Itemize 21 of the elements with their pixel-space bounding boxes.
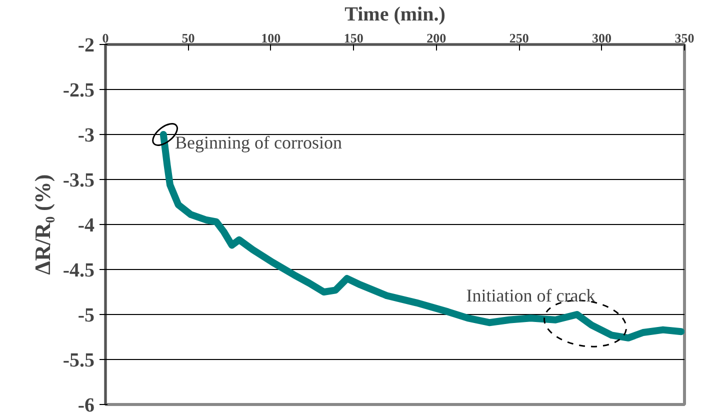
annotation: Initiation of crack: [466, 286, 596, 306]
y-tick-label: -4: [78, 214, 95, 236]
x-tick-label: 250: [509, 30, 529, 46]
y-tick-label: -6: [78, 394, 95, 414]
x-tick-label: 200: [426, 30, 446, 46]
y-tick-label: -4.5: [62, 260, 95, 282]
x-axis-title: Time (min.): [344, 4, 446, 26]
x-tick-label: 50: [182, 30, 195, 46]
x-tick-label: 350: [674, 30, 694, 46]
y-tick-label: -5: [78, 304, 95, 326]
x-tick-label: 0: [102, 30, 109, 46]
y-tick-label: -3.5: [62, 170, 95, 192]
y-tick-label: -5.5: [62, 350, 95, 372]
x-tick-label: 100: [261, 30, 281, 46]
x-tick-label: 300: [592, 30, 612, 46]
y-axis-title: ΔR/R₀ (%): [30, 174, 55, 275]
y-tick-label: -2.5: [62, 80, 95, 102]
y-tick-label: -3: [78, 124, 95, 146]
annotation: Beginning of corrosion: [175, 132, 342, 152]
x-tick-label: 150: [344, 30, 364, 46]
y-tick-label: -2: [78, 34, 95, 56]
